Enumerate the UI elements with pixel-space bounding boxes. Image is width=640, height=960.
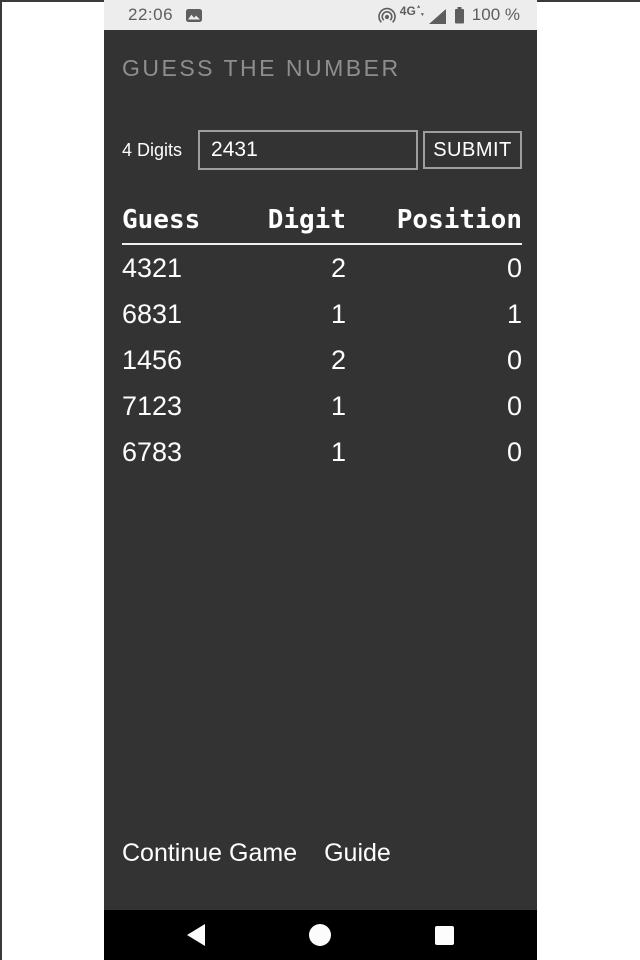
digit-cell: 2	[330, 253, 346, 283]
digits-label: 4 Digits	[122, 139, 183, 160]
column-header-guess: Guess	[122, 205, 242, 245]
guess-cell: 4321	[122, 253, 183, 283]
phone-screen: 22:06 4G	[104, 0, 537, 960]
footer-links: Continue Game Guide	[122, 839, 391, 868]
position-cell: 0	[506, 345, 522, 375]
battery-percent-label: 100 %	[471, 5, 520, 24]
submit-button[interactable]: SUBMIT	[423, 131, 522, 169]
status-bar-right-cluster: 4G 100 %	[377, 4, 520, 25]
position-cell: 0	[506, 437, 522, 467]
table-row: 6783 1 0	[122, 429, 522, 475]
battery-icon	[454, 6, 465, 24]
photo-notification-icon	[186, 8, 203, 22]
home-icon[interactable]	[309, 924, 331, 946]
guess-history-table: Guess Digit Position 4321 2 0 6831 1 1	[122, 205, 522, 475]
app-content: GUESS THE NUMBER 4 Digits SUBMIT Guess D…	[104, 30, 537, 910]
column-header-digit: Digit	[242, 205, 346, 245]
app-title: GUESS THE NUMBER	[122, 55, 401, 81]
guess-cell: 6783	[122, 437, 183, 467]
guess-cell: 7123	[122, 391, 183, 421]
digit-cell: 2	[330, 345, 346, 375]
table-row: 7123 1 0	[122, 383, 522, 429]
frame-border-left	[0, 0, 2, 960]
position-cell: 0	[506, 391, 522, 421]
digit-cell: 1	[330, 437, 346, 467]
guide-link[interactable]: Guide	[324, 839, 391, 867]
hotspot-icon	[377, 7, 396, 23]
guess-cell: 6831	[122, 299, 183, 329]
guess-input[interactable]	[198, 130, 419, 170]
data-activity-arrows-icon	[416, 5, 424, 16]
position-cell: 0	[506, 253, 522, 283]
table-header-row: Guess Digit Position	[122, 205, 522, 245]
status-bar: 22:06 4G	[104, 0, 537, 30]
clock: 22:06	[128, 5, 174, 24]
table-row: 6831 1 1	[122, 291, 522, 337]
recents-icon[interactable]	[435, 925, 454, 945]
network-type-indicator: 4G	[400, 4, 424, 18]
continue-game-link[interactable]: Continue Game	[122, 839, 298, 867]
table-row: 4321 2 0	[122, 244, 522, 291]
network-type-label: 4G	[399, 4, 416, 18]
signal-strength-icon	[428, 8, 446, 24]
column-header-position: Position	[346, 205, 522, 245]
back-icon[interactable]	[187, 924, 205, 946]
table-row: 1456 2 0	[122, 337, 522, 383]
android-nav-bar	[104, 910, 537, 960]
guess-input-row: 4 Digits SUBMIT	[122, 130, 522, 170]
guess-cell: 1456	[122, 345, 183, 375]
digit-cell: 1	[330, 299, 346, 329]
position-cell: 1	[506, 299, 522, 329]
digit-cell: 1	[330, 391, 346, 421]
